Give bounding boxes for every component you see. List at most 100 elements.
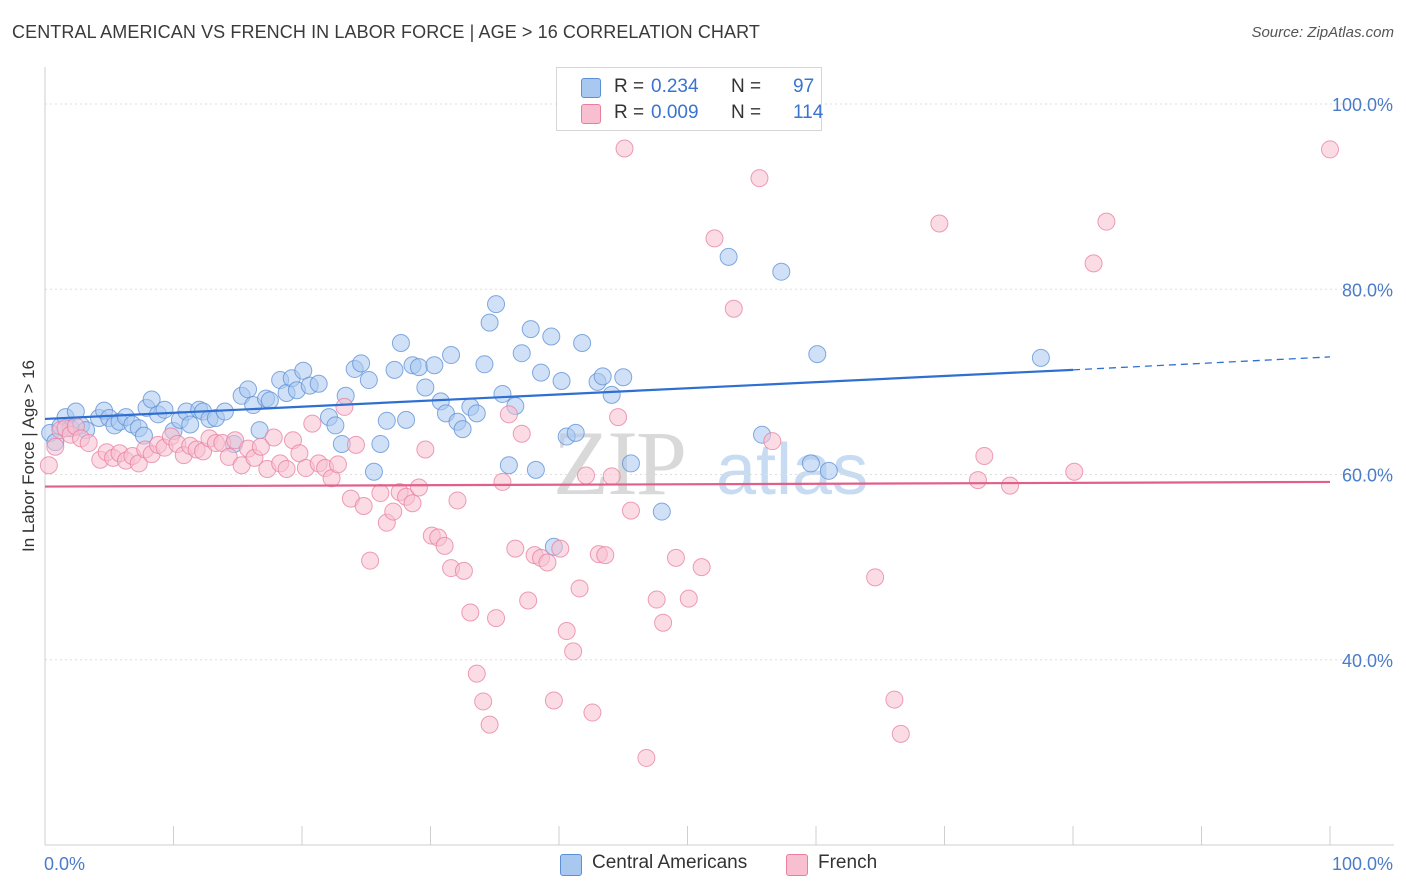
data-point bbox=[573, 334, 592, 353]
series-french bbox=[39, 139, 1339, 767]
chart-source: Source: ZipAtlas.com bbox=[1251, 24, 1394, 41]
data-point bbox=[866, 568, 885, 587]
legend-swatch-central-americans bbox=[560, 854, 582, 876]
legend-r-label: R = bbox=[614, 76, 645, 97]
data-point bbox=[526, 460, 545, 479]
y-axis-title: In Labor Force | Age > 16 bbox=[19, 360, 38, 552]
data-point bbox=[596, 546, 615, 565]
data-point bbox=[566, 423, 585, 442]
data-point bbox=[397, 410, 416, 429]
data-point bbox=[219, 447, 238, 466]
legend-label-central-americans: Central Americans bbox=[592, 852, 748, 873]
data-point bbox=[1031, 348, 1050, 367]
trend-layer bbox=[44, 356, 1331, 488]
trend-line-extension bbox=[1072, 356, 1331, 371]
data-point bbox=[593, 367, 612, 386]
data-point bbox=[364, 462, 383, 481]
data-point bbox=[763, 432, 782, 451]
svg-text:atlas: atlas bbox=[716, 430, 868, 510]
data-point bbox=[772, 262, 791, 281]
data-point bbox=[346, 435, 365, 454]
data-point bbox=[493, 472, 512, 491]
data-point bbox=[801, 454, 820, 473]
y-tick-label: 80.0% bbox=[1342, 280, 1393, 300]
data-point bbox=[968, 471, 987, 490]
data-point bbox=[1065, 462, 1084, 481]
data-point bbox=[409, 478, 428, 497]
data-point bbox=[264, 428, 283, 447]
data-point bbox=[359, 371, 378, 390]
x-tick-label-min: 0.0% bbox=[44, 854, 85, 874]
data-point bbox=[260, 391, 279, 410]
data-point bbox=[391, 334, 410, 353]
data-point bbox=[493, 384, 512, 403]
data-point bbox=[354, 497, 373, 516]
data-point bbox=[666, 548, 685, 567]
data-point bbox=[385, 360, 404, 379]
data-point bbox=[512, 344, 531, 363]
data-point bbox=[724, 299, 743, 318]
data-point bbox=[475, 355, 494, 374]
data-point bbox=[552, 371, 571, 390]
data-point bbox=[142, 390, 161, 409]
y-tick-label: 100.0% bbox=[1332, 95, 1393, 115]
data-point bbox=[309, 374, 328, 393]
data-point bbox=[930, 214, 949, 233]
data-point bbox=[1321, 140, 1339, 159]
data-point bbox=[294, 361, 313, 380]
data-point bbox=[891, 724, 910, 743]
data-point bbox=[79, 434, 98, 453]
data-point bbox=[487, 295, 506, 314]
legend-r-value: 0.234 bbox=[651, 76, 699, 97]
data-point bbox=[499, 405, 518, 424]
data-point bbox=[454, 561, 473, 580]
data-point bbox=[705, 229, 724, 248]
data-point bbox=[885, 690, 904, 709]
data-point bbox=[303, 414, 322, 433]
x-tick-label-max: 100.0% bbox=[1332, 854, 1393, 874]
legend-r-label: R = bbox=[614, 102, 645, 123]
data-point bbox=[403, 494, 422, 513]
data-point bbox=[615, 139, 634, 158]
data-point bbox=[377, 411, 396, 430]
data-point bbox=[442, 346, 461, 365]
data-point bbox=[532, 363, 551, 382]
data-point bbox=[416, 378, 435, 397]
data-point bbox=[519, 591, 538, 610]
data-point bbox=[361, 551, 380, 570]
data-point bbox=[480, 715, 499, 734]
data-point bbox=[583, 703, 602, 722]
data-point bbox=[480, 313, 499, 332]
y-tick-label: 40.0% bbox=[1342, 651, 1393, 671]
legend-r-value: 0.009 bbox=[651, 102, 699, 123]
data-point bbox=[975, 447, 994, 465]
data-point bbox=[692, 558, 711, 577]
data-point bbox=[679, 589, 698, 608]
data-point bbox=[750, 169, 769, 188]
trend-line bbox=[44, 480, 1331, 488]
data-point bbox=[570, 579, 589, 598]
data-point bbox=[226, 431, 245, 450]
data-point bbox=[328, 455, 347, 474]
chart-title: CENTRAL AMERICAN VS FRENCH IN LABOR FORC… bbox=[12, 22, 760, 42]
data-point bbox=[637, 748, 656, 767]
series-layer bbox=[39, 139, 1339, 767]
stats-legend: R = 0.234 N = 97 R = 0.009 N = 114 bbox=[556, 67, 824, 131]
data-point bbox=[719, 247, 738, 266]
data-point bbox=[621, 454, 640, 473]
data-point bbox=[371, 484, 390, 503]
legend-swatch-french bbox=[581, 104, 601, 124]
legend-n-value: 114 bbox=[793, 102, 824, 123]
data-point bbox=[335, 397, 354, 416]
data-point bbox=[819, 461, 838, 480]
data-point bbox=[1084, 254, 1103, 273]
data-point bbox=[384, 502, 403, 521]
data-point bbox=[416, 440, 435, 459]
data-point bbox=[409, 358, 428, 377]
legend-swatch-french bbox=[786, 854, 808, 876]
trend-line bbox=[44, 368, 1074, 421]
data-point bbox=[602, 385, 621, 404]
data-point bbox=[39, 456, 58, 475]
series-central-americans bbox=[41, 247, 1050, 556]
